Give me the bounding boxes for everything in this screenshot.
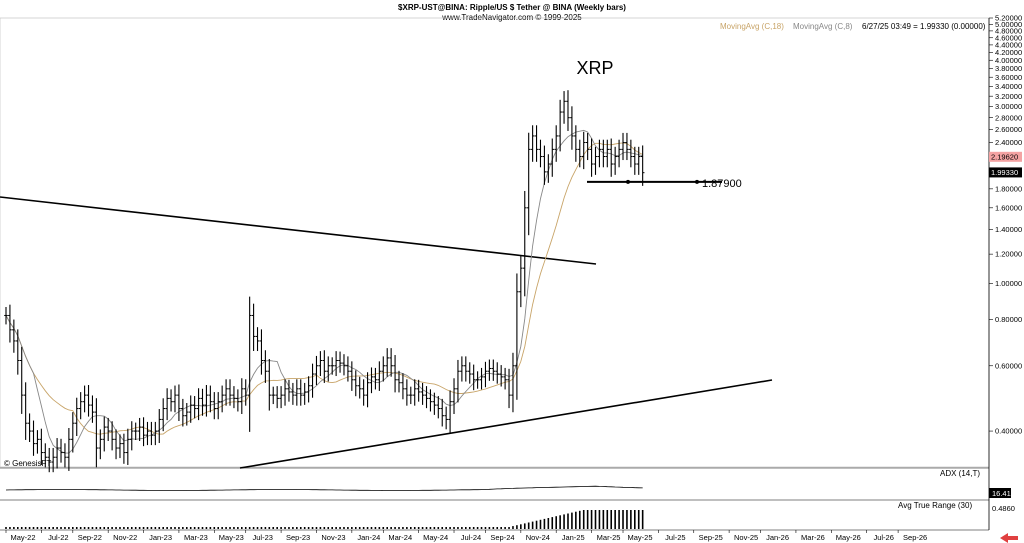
y-tick-label: 0.60000 — [995, 361, 1022, 370]
support-point — [626, 179, 630, 184]
y-tick-label: 3.60000 — [995, 73, 1022, 82]
chart-title: XRP — [576, 58, 613, 78]
x-tick-label: Mar-24 — [388, 533, 412, 542]
adx-value: 16.41 — [992, 489, 1011, 498]
x-tick-label: Nov-25 — [734, 533, 758, 542]
y-tick-label: 3.80000 — [995, 64, 1022, 73]
adx-line — [5, 485, 643, 491]
y-tick-label: 1.40000 — [995, 225, 1022, 234]
x-tick-label: Jan-23 — [149, 533, 172, 542]
watermark: © GenesisFT — [4, 459, 51, 468]
x-tick-label: Jan-24 — [357, 533, 380, 542]
y-tick-label: 0.40000 — [995, 427, 1022, 436]
quote-readout: 6/27/25 03:49 = 1.99330 (0.00000) — [862, 22, 986, 31]
current-price-tag-label: 1.99330 — [991, 168, 1018, 177]
x-tick-label: Jan-26 — [766, 533, 789, 542]
x-tick-label: Nov-22 — [113, 533, 137, 542]
moving-average-18-line — [5, 142, 643, 435]
x-tick-label: Sep-26 — [903, 533, 927, 542]
current-price-tag — [989, 167, 1022, 178]
x-tick-label: May-24 — [423, 533, 448, 542]
x-tick-label: Mar-26 — [801, 533, 825, 542]
plot-frame — [0, 17, 990, 468]
chart-header-title: $XRP-UST@BINA: Ripple/US $ Tether @ BINA… — [398, 3, 626, 12]
x-tick-label: Sep-22 — [78, 533, 102, 542]
x-tick-label: May-26 — [836, 533, 861, 542]
atr-value: 0.4860 — [992, 504, 1015, 513]
y-tick-label: 3.00000 — [995, 102, 1022, 111]
x-tick-label: Sep-25 — [699, 533, 723, 542]
y-tick-label: 3.40000 — [995, 82, 1022, 91]
y-tick-label: 1.00000 — [995, 279, 1022, 288]
y-tick-label: 0.80000 — [995, 315, 1022, 324]
y-tick-label: 5.20000 — [995, 14, 1022, 23]
support-label: 1.87900 — [702, 178, 742, 190]
x-tick-label: Jul-24 — [461, 533, 481, 542]
x-tick-label: Nov-23 — [321, 533, 345, 542]
x-tick-label: Sep-24 — [490, 533, 514, 542]
y-tick-label: 1.80000 — [995, 184, 1022, 193]
y-tick-label: 1.20000 — [995, 250, 1022, 259]
chart-header-source: www.TradeNavigator.com © 1999-2025 — [441, 13, 582, 22]
legend-ma8: MovingAvg (C,8) — [793, 22, 853, 31]
x-tick-label: Jul-23 — [253, 533, 273, 542]
x-tick-label: Mar-23 — [184, 533, 208, 542]
moving-average-8-line — [5, 129, 643, 454]
y-tick-label: 4.20000 — [995, 48, 1022, 57]
descending-trendline — [0, 196, 597, 265]
y-tick-label: 2.60000 — [995, 125, 1022, 134]
scroll-right-arrow-icon[interactable] — [1000, 533, 1018, 543]
x-tick-label: Mar-25 — [597, 533, 621, 542]
y-tick-label: 2.40000 — [995, 138, 1022, 147]
y-tick-label: 4.60000 — [995, 33, 1022, 42]
x-tick-label: Jan-25 — [562, 533, 585, 542]
legend-ma18: MovingAvg (C,18) — [720, 22, 784, 31]
atr-label: Avg True Range (30) — [898, 501, 972, 510]
x-tick-label: Nov-24 — [526, 533, 550, 542]
adx-value-box — [989, 488, 1011, 498]
x-tick-label: Jul-25 — [665, 533, 685, 542]
y-tick-label: 2.80000 — [995, 113, 1022, 122]
y-tick-label: 4.80000 — [995, 26, 1022, 35]
y-tick-label: 5.00000 — [995, 20, 1022, 29]
support-point — [695, 179, 699, 184]
x-tick-label: May-22 — [10, 533, 35, 542]
x-tick-label: May-23 — [219, 533, 244, 542]
y-tick-label: 3.20000 — [995, 92, 1022, 101]
y-tick-label: 1.60000 — [995, 203, 1022, 212]
x-tick-label: Sep-23 — [286, 533, 310, 542]
y-tick-label: 4.40000 — [995, 41, 1022, 50]
ma-price-tag-label: 2.19620 — [991, 152, 1018, 161]
ascending-trendline — [239, 379, 773, 469]
x-tick-label: Jul-22 — [48, 533, 68, 542]
adx-label: ADX (14,T) — [940, 469, 980, 478]
x-tick-label: Jul-26 — [873, 533, 893, 542]
x-tick-label: May-25 — [628, 533, 653, 542]
y-tick-label: 4.00000 — [995, 56, 1022, 65]
ma-price-tag — [989, 151, 1022, 162]
